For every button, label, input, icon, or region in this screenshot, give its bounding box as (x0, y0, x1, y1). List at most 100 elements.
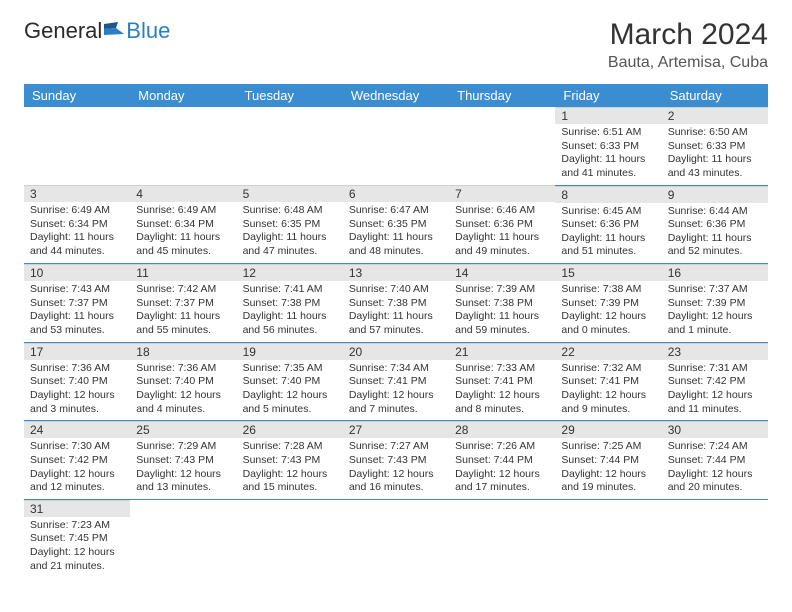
sunrise-line: Sunrise: 6:47 AM (349, 204, 443, 218)
sunrise-line: Sunrise: 7:23 AM (30, 519, 124, 533)
sunrise-line: Sunrise: 6:49 AM (30, 204, 124, 218)
day-number: 7 (449, 185, 555, 202)
day-number: 11 (130, 264, 236, 281)
calendar-cell: 15Sunrise: 7:38 AMSunset: 7:39 PMDayligh… (555, 264, 661, 343)
calendar-cell: 22Sunrise: 7:32 AMSunset: 7:41 PMDayligh… (555, 342, 661, 421)
calendar-head: SundayMondayTuesdayWednesdayThursdayFrid… (24, 84, 768, 107)
weekday-header: Wednesday (343, 84, 449, 107)
day-number: 12 (237, 264, 343, 281)
day-body: Sunrise: 7:39 AMSunset: 7:38 PMDaylight:… (449, 281, 555, 342)
calendar-cell: 23Sunrise: 7:31 AMSunset: 7:42 PMDayligh… (662, 342, 768, 421)
daylight-line: Daylight: 12 hours and 9 minutes. (561, 389, 655, 416)
day-number: 26 (237, 421, 343, 438)
day-number: 28 (449, 421, 555, 438)
calendar-cell: 16Sunrise: 7:37 AMSunset: 7:39 PMDayligh… (662, 264, 768, 343)
calendar-row: 3Sunrise: 6:49 AMSunset: 6:34 PMDaylight… (24, 185, 768, 264)
calendar-cell: 12Sunrise: 7:41 AMSunset: 7:38 PMDayligh… (237, 264, 343, 343)
brand-part1: General (24, 18, 102, 44)
day-number: 8 (555, 186, 661, 203)
calendar-cell: 17Sunrise: 7:36 AMSunset: 7:40 PMDayligh… (24, 342, 130, 421)
daylight-line: Daylight: 11 hours and 56 minutes. (243, 310, 337, 337)
calendar-cell: 10Sunrise: 7:43 AMSunset: 7:37 PMDayligh… (24, 264, 130, 343)
day-number: 1 (555, 107, 661, 124)
flag-icon (104, 22, 124, 36)
day-number: 24 (24, 421, 130, 438)
day-body: Sunrise: 7:30 AMSunset: 7:42 PMDaylight:… (24, 438, 130, 499)
sunrise-line: Sunrise: 7:34 AM (349, 362, 443, 376)
day-number: 14 (449, 264, 555, 281)
calendar-cell: 8Sunrise: 6:45 AMSunset: 6:36 PMDaylight… (555, 185, 661, 264)
sunset-line: Sunset: 6:36 PM (455, 218, 549, 232)
sunset-line: Sunset: 7:43 PM (243, 454, 337, 468)
sunrise-line: Sunrise: 7:36 AM (136, 362, 230, 376)
day-number: 6 (343, 185, 449, 202)
sunset-line: Sunset: 7:38 PM (243, 297, 337, 311)
location-subtitle: Bauta, Artemisa, Cuba (608, 54, 768, 72)
day-body: Sunrise: 7:23 AMSunset: 7:45 PMDaylight:… (24, 517, 130, 578)
calendar-row: 1Sunrise: 6:51 AMSunset: 6:33 PMDaylight… (24, 107, 768, 185)
day-number: 25 (130, 421, 236, 438)
sunrise-line: Sunrise: 7:35 AM (243, 362, 337, 376)
day-body: Sunrise: 7:36 AMSunset: 7:40 PMDaylight:… (130, 360, 236, 421)
calendar-cell: 13Sunrise: 7:40 AMSunset: 7:38 PMDayligh… (343, 264, 449, 343)
sunrise-line: Sunrise: 7:38 AM (561, 283, 655, 297)
daylight-line: Daylight: 12 hours and 3 minutes. (30, 389, 124, 416)
sunrise-line: Sunrise: 7:39 AM (455, 283, 549, 297)
day-body: Sunrise: 7:41 AMSunset: 7:38 PMDaylight:… (237, 281, 343, 342)
daylight-line: Daylight: 11 hours and 53 minutes. (30, 310, 124, 337)
sunset-line: Sunset: 7:44 PM (455, 454, 549, 468)
sunset-line: Sunset: 6:36 PM (668, 218, 762, 232)
sunset-line: Sunset: 7:40 PM (30, 375, 124, 389)
daylight-line: Daylight: 12 hours and 13 minutes. (136, 468, 230, 495)
weekday-header: Monday (130, 84, 236, 107)
calendar-cell-blank (662, 499, 768, 577)
sunset-line: Sunset: 6:36 PM (561, 218, 655, 232)
day-number: 16 (662, 264, 768, 281)
sunset-line: Sunset: 7:38 PM (455, 297, 549, 311)
calendar-body: 1Sunrise: 6:51 AMSunset: 6:33 PMDaylight… (24, 107, 768, 577)
day-number: 2 (662, 107, 768, 124)
day-body: Sunrise: 7:32 AMSunset: 7:41 PMDaylight:… (555, 360, 661, 421)
day-body: Sunrise: 7:26 AMSunset: 7:44 PMDaylight:… (449, 438, 555, 499)
day-body: Sunrise: 6:47 AMSunset: 6:35 PMDaylight:… (343, 202, 449, 263)
calendar-cell: 1Sunrise: 6:51 AMSunset: 6:33 PMDaylight… (555, 107, 661, 185)
sunrise-line: Sunrise: 6:50 AM (668, 126, 762, 140)
brand-logo: General Blue (24, 18, 170, 44)
sunset-line: Sunset: 7:40 PM (136, 375, 230, 389)
day-number: 19 (237, 343, 343, 360)
day-number: 5 (237, 185, 343, 202)
sunrise-line: Sunrise: 7:43 AM (30, 283, 124, 297)
sunrise-line: Sunrise: 6:48 AM (243, 204, 337, 218)
day-number: 23 (662, 343, 768, 360)
daylight-line: Daylight: 12 hours and 12 minutes. (30, 468, 124, 495)
calendar-row: 17Sunrise: 7:36 AMSunset: 7:40 PMDayligh… (24, 342, 768, 421)
weekday-header: Friday (555, 84, 661, 107)
sunset-line: Sunset: 7:41 PM (561, 375, 655, 389)
sunset-line: Sunset: 7:38 PM (349, 297, 443, 311)
sunset-line: Sunset: 7:43 PM (136, 454, 230, 468)
calendar-cell: 26Sunrise: 7:28 AMSunset: 7:43 PMDayligh… (237, 421, 343, 500)
page-header: General Blue March 2024 Bauta, Artemisa,… (24, 18, 768, 72)
sunrise-line: Sunrise: 7:42 AM (136, 283, 230, 297)
calendar-cell: 24Sunrise: 7:30 AMSunset: 7:42 PMDayligh… (24, 421, 130, 500)
daylight-line: Daylight: 12 hours and 0 minutes. (561, 310, 655, 337)
calendar-cell: 19Sunrise: 7:35 AMSunset: 7:40 PMDayligh… (237, 342, 343, 421)
sunset-line: Sunset: 6:35 PM (349, 218, 443, 232)
sunset-line: Sunset: 7:45 PM (30, 532, 124, 546)
weekday-header: Thursday (449, 84, 555, 107)
sunset-line: Sunset: 7:39 PM (561, 297, 655, 311)
day-body: Sunrise: 7:43 AMSunset: 7:37 PMDaylight:… (24, 281, 130, 342)
daylight-line: Daylight: 11 hours and 52 minutes. (668, 232, 762, 259)
sunset-line: Sunset: 7:44 PM (668, 454, 762, 468)
sunset-line: Sunset: 7:37 PM (136, 297, 230, 311)
day-number: 30 (662, 421, 768, 438)
sunset-line: Sunset: 7:41 PM (349, 375, 443, 389)
calendar-row: 24Sunrise: 7:30 AMSunset: 7:42 PMDayligh… (24, 421, 768, 500)
sunset-line: Sunset: 6:34 PM (30, 218, 124, 232)
day-body: Sunrise: 6:48 AMSunset: 6:35 PMDaylight:… (237, 202, 343, 263)
day-body: Sunrise: 7:37 AMSunset: 7:39 PMDaylight:… (662, 281, 768, 342)
calendar-cell-blank (24, 107, 130, 185)
day-body: Sunrise: 7:29 AMSunset: 7:43 PMDaylight:… (130, 438, 236, 499)
calendar-cell-blank (237, 107, 343, 185)
day-number: 29 (555, 421, 661, 438)
